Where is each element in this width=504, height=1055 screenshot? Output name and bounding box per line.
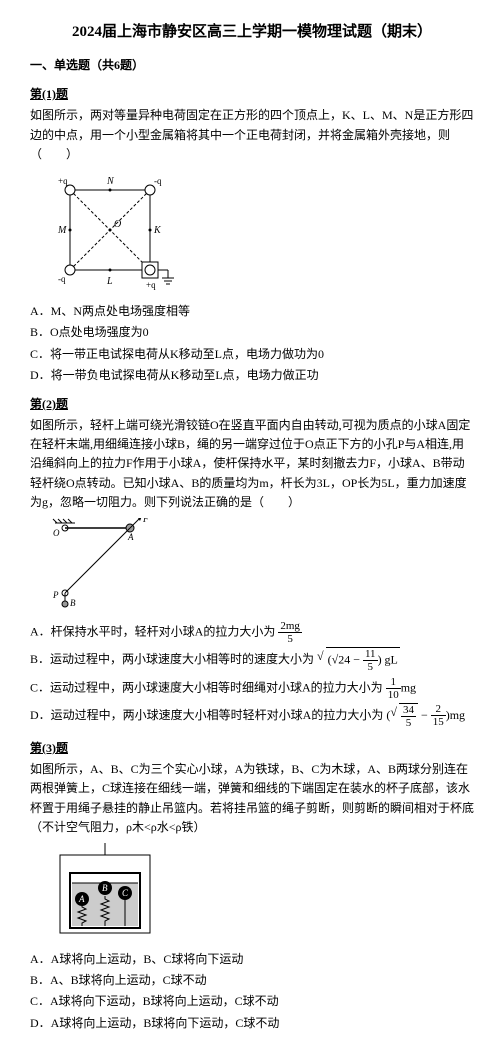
q1-optA: A．M、N两点处电场强度相等 [30, 302, 474, 321]
section-1-header: 一、单选题（共6题） [30, 56, 474, 75]
q2-optA-pre: A．杆保持水平时，轻杆对小球A的拉力大小为 [30, 625, 275, 639]
svg-text:L: L [106, 276, 113, 287]
q2-optB-pre: B．运动过程中，两小球速度大小相等时的速度大小为 [30, 652, 314, 666]
q2B-inum: 11 [363, 648, 378, 661]
q2D-post: mg [450, 708, 465, 722]
svg-text:B: B [70, 598, 76, 608]
q3-text: 如图所示，A、B、C为三个实心小球，A为铁球，B、C为木球，A、B两球分别连在两… [30, 760, 474, 837]
q2D-inum: 34 [401, 704, 416, 717]
q1-options: A．M、N两点处电场强度相等 B．O点处电场强度为0 C．将一带正电试探电荷从K… [30, 302, 474, 385]
svg-text:K: K [153, 225, 162, 236]
q2-optB: B．运动过程中，两小球速度大小相等时的速度大小为 √(√24 − 115) gL [30, 647, 474, 673]
q3-optC: C．A球将向下运动，B球将向上运动，C球不动 [30, 992, 474, 1011]
q1-figure: +q -q -q +q N L M K O [50, 170, 474, 296]
q1-optB: B．O点处电场强度为0 [30, 323, 474, 342]
svg-text:+q: +q [58, 176, 68, 186]
q3-optB: B．A、B球将向上运动，C球不动 [30, 971, 474, 990]
svg-text:N: N [106, 176, 115, 187]
svg-text:B: B [102, 883, 108, 893]
q1-text: 如图所示，两对等量异种电荷固定在正方形的四个顶点上，K、L、M、N是正方形四边的… [30, 106, 474, 164]
q1-optD: D．将一带负电试探电荷从K移动至L点，电场力做正功 [30, 366, 474, 385]
q2-optC-pre: C．运动过程中，两小球速度大小相等时细绳对小球A的拉力大小为 [30, 680, 383, 694]
q2D-oden: 15 [431, 716, 446, 728]
q2D-onum: 2 [431, 703, 446, 716]
q2-text: 如图所示，轻杆上端可绕光滑铰链O在竖直平面内自由转动,可视为质点的小球A固定在轻… [30, 416, 474, 512]
svg-text:+q: +q [146, 280, 156, 290]
q3-optA: A．A球将向上运动，B、C球将向下运动 [30, 950, 474, 969]
q2-optC: C．运动过程中，两小球速度大小相等时细绳对小球A的拉力大小为 110mg [30, 676, 474, 701]
q2A-den: 5 [278, 633, 302, 645]
svg-text:M: M [57, 225, 67, 236]
q2-header: 第(2)题 [30, 395, 474, 414]
svg-text:-q: -q [154, 176, 162, 186]
q3-options: A．A球将向上运动，B、C球将向下运动 B．A、B球将向上运动，C球不动 C．A… [30, 950, 474, 1033]
q1-header: 第(1)题 [30, 85, 474, 104]
q3-optD: D．A球将向上运动，B球将向下运动，C球不动 [30, 1014, 474, 1033]
q2C-den: 10 [386, 689, 401, 701]
q2B-iden: 5 [363, 661, 378, 673]
q2A-num: 2mg [278, 620, 302, 633]
q3-figure: A B C [50, 843, 474, 944]
svg-text:O: O [53, 528, 60, 538]
q2D-iden: 5 [401, 717, 416, 729]
q2-optA: A．杆保持水平时，轻杆对小球A的拉力大小为 2mg5 [30, 620, 474, 645]
svg-text:F: F [142, 518, 149, 524]
q2-optD: D．运动过程中，两小球速度大小相等时轻杆对小球A的拉力大小为 (√345 − 2… [30, 703, 474, 729]
svg-text:P: P [52, 590, 59, 600]
svg-text:-q: -q [58, 274, 66, 284]
q2-figure: O A F P B [50, 518, 474, 614]
q2-optD-pre: D．运动过程中，两小球速度大小相等时轻杆对小球A的拉力大小为 [30, 708, 383, 722]
svg-text:O: O [114, 219, 121, 230]
svg-text:A: A [127, 532, 134, 542]
svg-text:C: C [122, 888, 129, 898]
q1-optC: C．将一带正电试探电荷从K移动至L点，电场力做功为0 [30, 345, 474, 364]
svg-text:A: A [78, 894, 85, 904]
q2C-num: 1 [386, 676, 401, 689]
q3-header: 第(3)题 [30, 739, 474, 758]
q2C-post: mg [401, 680, 416, 694]
page-title: 2024届上海市静安区高三上学期一模物理试题（期末） [30, 20, 474, 44]
